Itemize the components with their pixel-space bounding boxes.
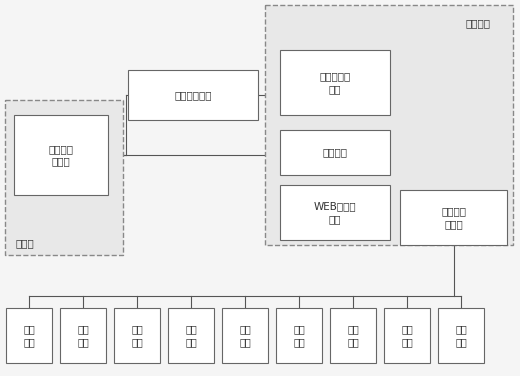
Text: WEB服务子
单元: WEB服务子 单元 <box>314 201 356 224</box>
Bar <box>280 50 390 115</box>
Bar <box>14 115 108 195</box>
Text: 客户端: 客户端 <box>15 238 34 248</box>
Text: 采集
装置: 采集 装置 <box>77 324 89 347</box>
Text: 采集
装置: 采集 装置 <box>185 324 197 347</box>
Text: 采集
装置: 采集 装置 <box>131 324 143 347</box>
Bar <box>168 308 214 363</box>
Bar <box>276 308 322 363</box>
Text: 采集
装置: 采集 装置 <box>401 324 413 347</box>
Text: 采集
装置: 采集 装置 <box>293 324 305 347</box>
Bar <box>400 190 507 245</box>
Bar <box>222 308 268 363</box>
Bar <box>114 308 160 363</box>
Text: 综合服务子
单元: 综合服务子 单元 <box>319 71 350 94</box>
Text: 中央管理
子单元: 中央管理 子单元 <box>48 144 73 166</box>
Bar <box>438 308 484 363</box>
Bar <box>280 130 390 175</box>
Bar <box>5 100 123 255</box>
Text: 采集
装置: 采集 装置 <box>23 324 35 347</box>
Bar <box>265 5 513 245</box>
Text: 短信收发装置: 短信收发装置 <box>174 90 212 100</box>
Bar <box>60 308 106 363</box>
Bar <box>384 308 430 363</box>
Bar <box>330 308 376 363</box>
Text: 服务器端: 服务器端 <box>465 18 490 28</box>
Text: 采集
装置: 采集 装置 <box>455 324 467 347</box>
Bar <box>280 185 390 240</box>
Bar <box>6 308 52 363</box>
Text: 显示单元: 显示单元 <box>322 147 347 158</box>
Text: 数据收发
子单元: 数据收发 子单元 <box>441 206 466 229</box>
Text: 采集
装置: 采集 装置 <box>347 324 359 347</box>
Bar <box>128 70 258 120</box>
Text: 采集
装置: 采集 装置 <box>239 324 251 347</box>
